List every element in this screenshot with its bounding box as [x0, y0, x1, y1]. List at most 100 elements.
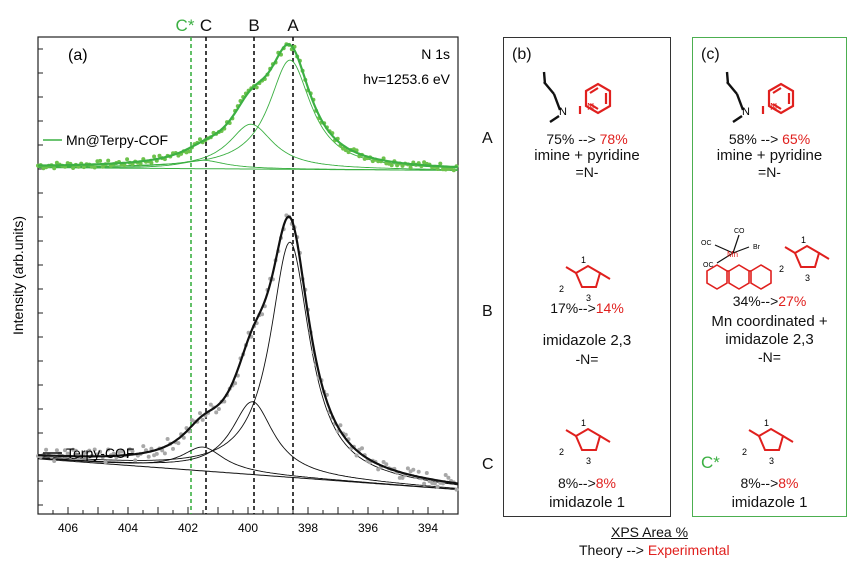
- svg-text:3: 3: [586, 293, 591, 303]
- x-tick-label: 402: [178, 521, 198, 535]
- data-point: [181, 435, 186, 440]
- panel-c-b-line2: imidazole 2,3: [725, 331, 814, 348]
- data-point: [198, 411, 202, 416]
- svg-text:2: 2: [742, 447, 747, 457]
- marker-label-a: A: [287, 16, 299, 35]
- data-point: [125, 157, 130, 162]
- row-label-c: C: [482, 456, 494, 473]
- panel-c-label: (c): [701, 46, 720, 63]
- x-tick-label: 396: [358, 521, 378, 535]
- svg-text:1: 1: [581, 255, 586, 265]
- data-point: [106, 447, 111, 452]
- panel-b-c-ratio: 8%-->8%: [558, 475, 616, 491]
- data-point: [149, 160, 154, 165]
- panel-c: (c) N N 58% --> 65% imine + pyridine =N-…: [692, 37, 847, 517]
- svg-text:2: 2: [559, 447, 564, 457]
- data-point: [360, 446, 364, 451]
- panel-c-c-ratio: 8%-->8%: [740, 475, 799, 491]
- svg-text:OC: OC: [703, 262, 714, 269]
- data-point: [405, 466, 410, 471]
- data-point: [73, 448, 78, 453]
- data-point: [165, 437, 170, 441]
- panel-a-label: (a): [68, 47, 88, 64]
- data-point: [98, 158, 103, 163]
- data-point: [198, 137, 202, 142]
- pyridine-n-text: N: [587, 102, 594, 113]
- data-point: [216, 407, 221, 411]
- footer-title: XPS Area %: [611, 524, 689, 540]
- fit-envelope: [37, 215, 459, 485]
- data-point: [87, 448, 92, 453]
- data-point: [233, 381, 238, 386]
- x-tick-label: 400: [238, 521, 258, 535]
- svg-text:3: 3: [769, 456, 774, 466]
- data-point: [214, 410, 219, 415]
- data-point: [152, 154, 157, 159]
- data-point: [71, 166, 76, 170]
- data-point: [52, 166, 57, 171]
- triazole-structure-c: 1 2 3: [559, 418, 611, 466]
- svg-text:2: 2: [779, 264, 784, 274]
- data-point: [260, 312, 265, 317]
- data-point: [411, 467, 416, 472]
- svg-text:3: 3: [805, 273, 810, 283]
- svg-text:N: N: [770, 102, 777, 113]
- data-point: [171, 446, 175, 451]
- fit-component-1: [37, 401, 459, 489]
- data-point: [133, 458, 138, 463]
- legend-label-0: Mn@Terpy-COF: [66, 132, 168, 148]
- fit-component-1: [38, 123, 459, 171]
- fit-component-0: [37, 241, 459, 486]
- data-point: [435, 484, 440, 489]
- data-point: [176, 441, 181, 446]
- data-point: [400, 475, 405, 480]
- fit-component-2: [37, 446, 459, 490]
- data-point: [146, 454, 151, 459]
- panel-c-a-bond: =N-: [758, 164, 781, 180]
- x-tick-label: 394: [418, 521, 438, 535]
- imine-pyridine-structure: N N: [542, 71, 612, 123]
- data-point: [454, 487, 459, 492]
- svg-text:CO: CO: [734, 228, 745, 235]
- panel-b-b-ratio: 17%-->14%: [550, 300, 624, 316]
- panel-c-a-ratio: 58% --> 65%: [728, 131, 811, 147]
- data-point: [160, 448, 165, 453]
- data-point: [106, 158, 111, 163]
- svg-text:1: 1: [581, 418, 586, 428]
- data-point: [208, 402, 213, 407]
- svg-text:2: 2: [559, 284, 564, 294]
- data-point: [432, 481, 437, 486]
- panel-b-label: (b): [512, 46, 532, 63]
- legend-label-1: Terpy-COF: [66, 445, 134, 461]
- panel-b-b-name: imidazole 2,3: [542, 332, 632, 349]
- panel-c-b-line1: Mn coordinated +: [711, 313, 828, 330]
- y-axis-label: Intensity (arb.units): [10, 216, 26, 335]
- annotation-photon-energy: hv=1253.6 eV: [363, 71, 450, 87]
- svg-text:Mn: Mn: [727, 250, 738, 259]
- data-point: [103, 460, 108, 465]
- fit-envelope: [37, 43, 459, 169]
- data-point: [338, 423, 343, 428]
- data-point: [100, 164, 105, 169]
- data-point: [408, 165, 413, 170]
- panel-b-a-ratio: 75% --> 78%: [546, 131, 628, 147]
- data-point: [119, 449, 124, 454]
- data-point: [400, 163, 405, 168]
- x-tick-label: 398: [298, 521, 318, 535]
- svg-text:1: 1: [764, 418, 769, 428]
- panel-c-b-bond: -N=: [758, 349, 781, 365]
- data-point: [44, 447, 49, 452]
- data-point: [63, 448, 67, 453]
- data-point: [54, 448, 59, 453]
- row-label-b: B: [482, 303, 493, 320]
- imine-pyridine-structure-c: N N: [725, 71, 795, 123]
- marker-label-cstar: C*: [176, 16, 195, 35]
- panel-b-a-bond: =N-: [575, 164, 599, 180]
- data-point: [346, 150, 351, 155]
- data-point: [52, 459, 57, 463]
- data-point: [141, 444, 146, 449]
- data-point: [424, 471, 429, 475]
- data-point: [187, 149, 192, 154]
- triazole-structure: 1 2 3: [559, 255, 611, 303]
